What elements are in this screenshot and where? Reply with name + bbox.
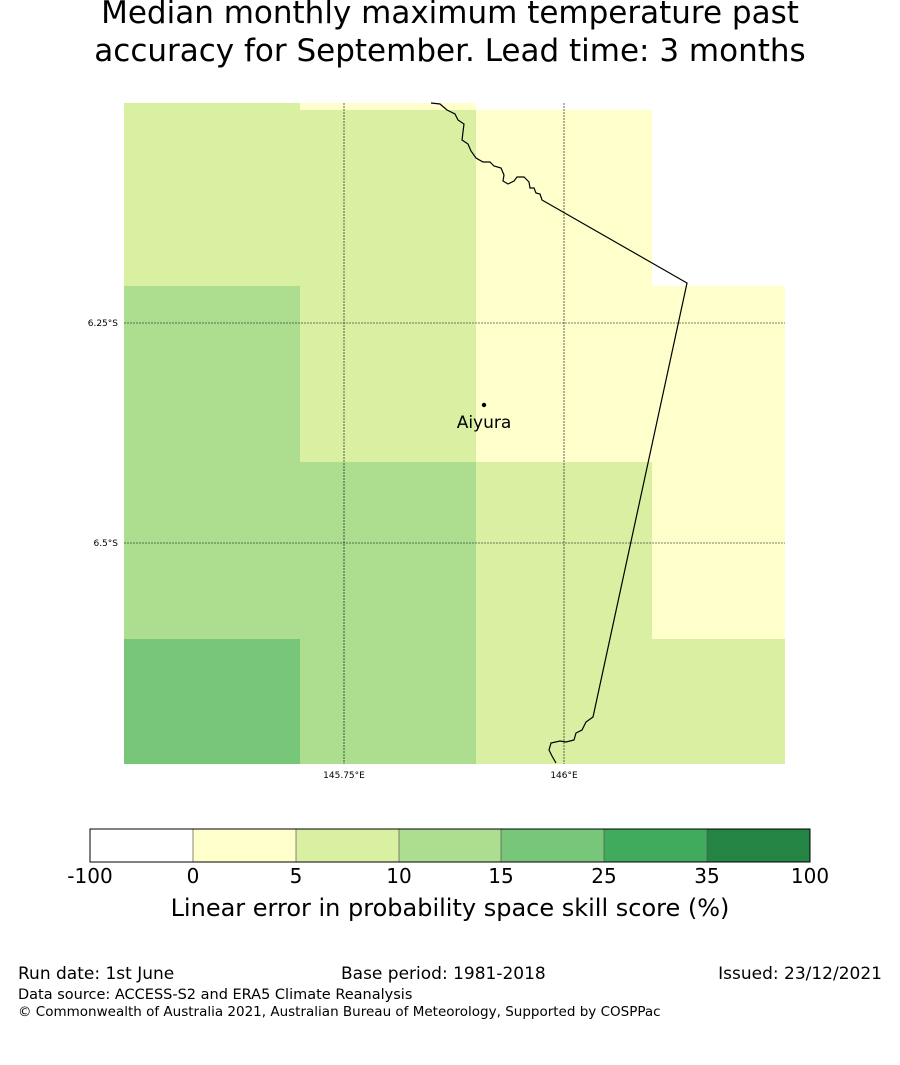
grid-cell <box>124 103 300 286</box>
colorbar-tick: 15 <box>488 864 514 888</box>
colorbar-tick: 10 <box>386 864 412 888</box>
lat-label-6-5: 6.5°S <box>93 539 118 549</box>
colorbar-bin <box>501 829 604 862</box>
colorbar-label: Linear error in probability space skill … <box>170 894 730 922</box>
skill-grid <box>124 103 785 764</box>
lon-label-145-75: 145.75°E <box>323 771 365 781</box>
colorbar-bin <box>90 829 193 862</box>
border-line <box>430 102 688 764</box>
colorbar-bin <box>707 829 810 862</box>
grid-cell <box>300 103 476 110</box>
grid-cell <box>652 286 785 639</box>
lon-label-146: 146°E <box>550 771 578 781</box>
grid-cell <box>652 639 785 764</box>
grid-cell <box>300 110 476 462</box>
colorbar-bin <box>193 829 296 862</box>
run-date: Run date: 1st June <box>18 964 175 984</box>
skill-map: Aiyura 6.25°S 6.5°S 145.75°E 146°E <box>88 102 811 863</box>
copyright: © Commonwealth of Australia 2021, Austra… <box>18 1004 661 1020</box>
colorbar-tick: 5 <box>289 864 303 888</box>
grid-cell <box>300 462 476 764</box>
colorbar-bin <box>604 829 707 862</box>
colorbar-frame <box>89 828 811 863</box>
base-period: Base period: 1981-2018 <box>341 964 546 984</box>
colorbar-bin <box>399 829 501 862</box>
map-title: Median monthly maximum temperature past … <box>0 0 900 70</box>
graticule <box>124 103 785 764</box>
title-line-1: Median monthly maximum temperature past <box>101 0 799 31</box>
title-line-2: accuracy for September. Lead time: 3 mon… <box>94 33 806 69</box>
colorbar-tick: 35 <box>694 864 720 888</box>
place-marker <box>481 402 487 408</box>
colorbar-tick: 100 <box>790 864 830 888</box>
colorbar <box>89 828 811 863</box>
colorbar-tick: 25 <box>591 864 617 888</box>
data-source: Data source: ACCESS-S2 and ERA5 Climate … <box>18 987 413 1003</box>
issued-date: Issued: 23/12/2021 <box>718 964 882 984</box>
grid-cell <box>124 286 300 639</box>
place-label: Aiyura <box>457 413 512 433</box>
grid-cell <box>124 639 300 764</box>
colorbar-tick: 0 <box>186 864 200 888</box>
lat-label-6-25: 6.25°S <box>88 319 119 329</box>
colorbar-bin <box>296 829 399 862</box>
colorbar-tick: -100 <box>67 864 113 888</box>
